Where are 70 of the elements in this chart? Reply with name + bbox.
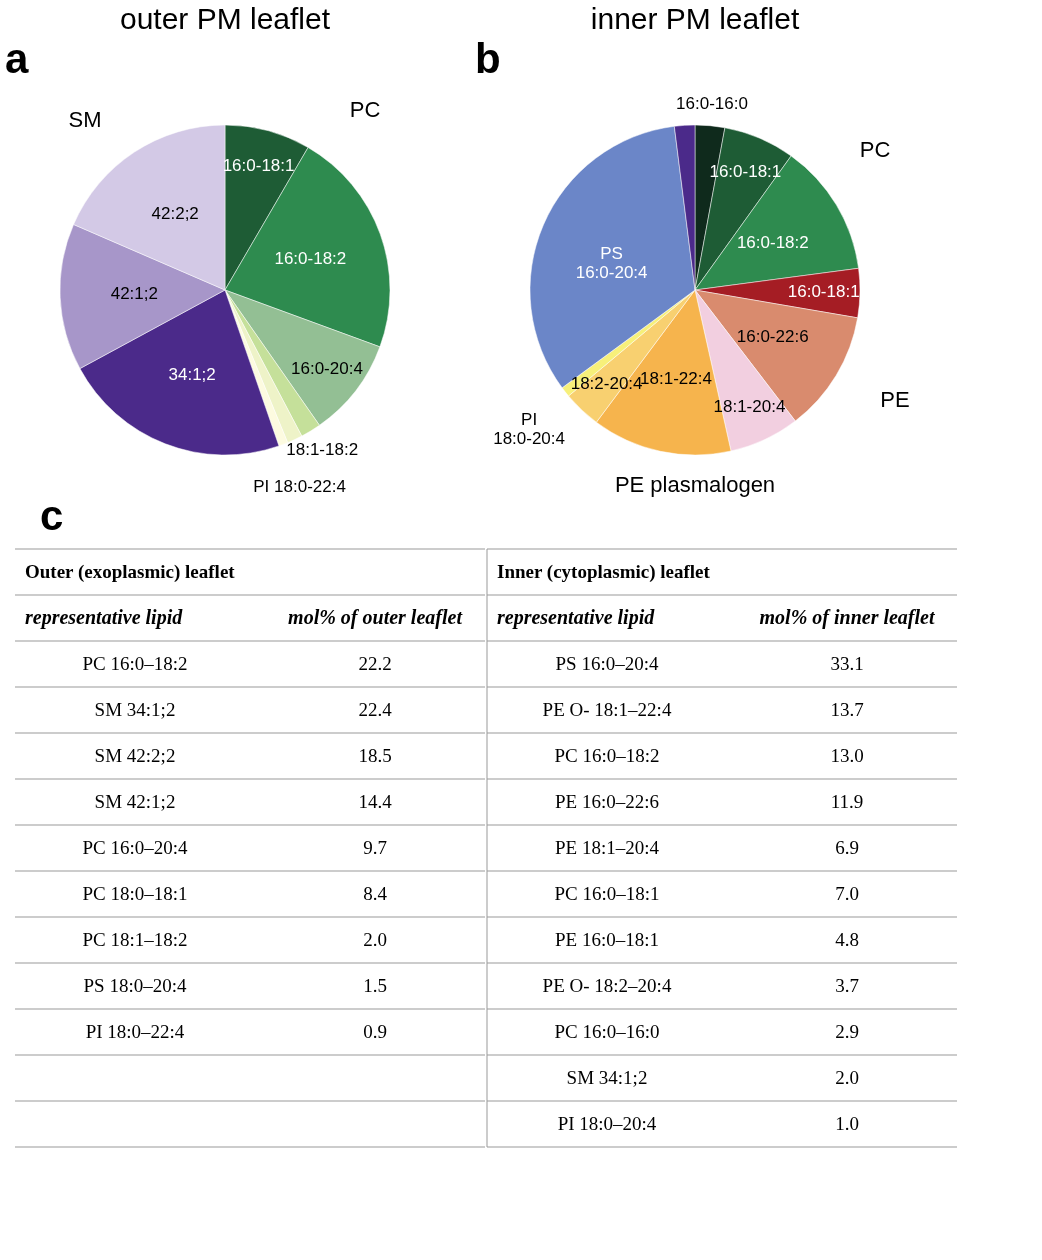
text: SM 42:1;2 [94, 791, 176, 812]
slice-label: 42:2;2 [151, 204, 199, 224]
text: 3.7 [835, 975, 859, 996]
text: PC 18:0–18:1 [82, 883, 188, 904]
text: PC [349, 97, 381, 122]
text: 2.0 [835, 1067, 859, 1088]
category-label: representative lipid [497, 606, 656, 629]
text: PC 16:0–16:0 [554, 1021, 660, 1042]
slice-label: 16:0-18:1 [709, 161, 782, 181]
text: PI 18:0–22:4 [85, 1021, 185, 1042]
slice-label: PI 18:0-22:4 [253, 477, 346, 497]
slice-label: 42:1;2 [110, 283, 158, 303]
text: Inner (cytoplasmic) leaflet [497, 561, 711, 583]
text: 18.5 [358, 745, 392, 766]
text: 9.7 [363, 837, 387, 858]
text: 1.5 [363, 975, 387, 996]
text: PS 16:0–20:4 [555, 653, 659, 674]
text: PE 18:1–20:4 [555, 837, 660, 858]
text: PE [880, 387, 910, 412]
text: PS 18:0–20:4 [83, 975, 187, 996]
slice-label: 34:1;2 [168, 364, 216, 384]
slice-label: 16:0-18:2 [736, 233, 809, 253]
text: 2.9 [835, 1021, 859, 1042]
text: PI 18:0–20:4 [557, 1113, 657, 1134]
text: PE O- 18:1–22:4 [542, 699, 672, 720]
text: 13.7 [830, 699, 864, 720]
text: PC 16:0–20:4 [82, 837, 189, 858]
slice-label: 16:0-16:0 [676, 93, 748, 113]
text: SM 42:2;2 [94, 745, 176, 766]
slice-label: 16:0-18:2 [274, 249, 347, 269]
text: 22.4 [358, 699, 393, 720]
text: 11.9 [830, 791, 864, 812]
category-label: mol% of inner leaflet [759, 606, 936, 629]
chart-title: outer PM leaflet [119, 2, 331, 35]
text: 14.4 [358, 791, 393, 812]
text: PE 16:0–18:1 [555, 929, 659, 950]
slice-label: 16:0-18:1 [787, 282, 860, 302]
slice-label: 16:0-20:4 [291, 358, 363, 378]
text: SM 34:1;2 [566, 1067, 648, 1088]
text: 8.4 [363, 883, 388, 904]
chart-title: inner PM leaflet [590, 2, 800, 35]
text: SM [68, 107, 102, 132]
text: PE 16:0–22:6 [555, 791, 659, 812]
text: 0.9 [363, 1021, 387, 1042]
text: PC 16:0–18:1 [554, 883, 660, 904]
text: 13.0 [830, 745, 864, 766]
text: PC [859, 137, 891, 162]
slice-label: PI 18:0-20:4 [493, 410, 566, 449]
text: 4.8 [835, 929, 859, 950]
text: 6.9 [835, 837, 859, 858]
slice-label: 18:1-18:2 [286, 439, 359, 459]
slice-label: PS 16:0-20:4 [575, 244, 648, 283]
text: Outer (exoplasmic) leaflet [25, 561, 236, 583]
text: 33.1 [830, 653, 864, 674]
text: 1.0 [835, 1113, 859, 1134]
text: PE plasmalogen [614, 472, 776, 497]
text: b [475, 35, 501, 82]
text: PC 16:0–18:2 [554, 745, 660, 766]
text: PC 16:0–18:2 [82, 653, 188, 674]
text: PC 18:1–18:2 [82, 929, 188, 950]
text: c [40, 492, 64, 539]
text: 22.2 [358, 653, 392, 674]
category-label: representative lipid [25, 606, 184, 629]
text: 2.0 [363, 929, 387, 950]
text: a [5, 35, 29, 82]
text: PE O- 18:2–20:4 [542, 975, 672, 996]
text: SM 34:1;2 [94, 699, 176, 720]
category-label: mol% of outer leaflet [288, 606, 464, 629]
slice-label: 16:0-22:6 [736, 326, 809, 346]
text: 7.0 [835, 883, 859, 904]
